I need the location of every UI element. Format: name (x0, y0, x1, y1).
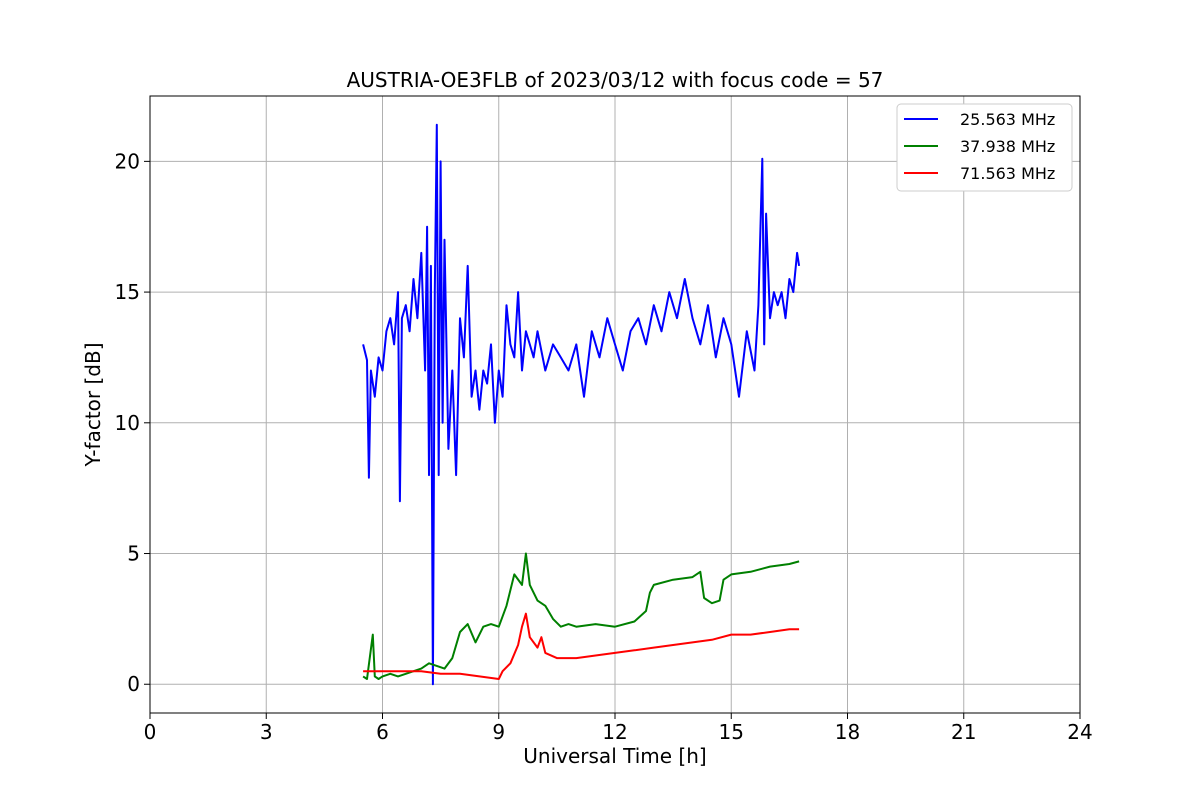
y-axis-label: Y-factor [dB] (81, 342, 105, 467)
x-tick-label: 15 (719, 720, 744, 744)
series-line-37-938-mhz (362, 552, 800, 680)
y-tick-label: 0 (127, 672, 140, 696)
x-tick-label: 12 (602, 720, 627, 744)
y-tick-label: 5 (127, 542, 140, 566)
y-tick-label: 20 (115, 149, 140, 173)
axis-ticks: 0 3 6 9 12 15 18 21 24 0 5 10 15 20 (115, 149, 1093, 744)
x-tick-label: 6 (376, 720, 389, 744)
x-tick-label: 3 (260, 720, 273, 744)
legend: 25.563 MHz 37.938 MHz 71.563 MHz (896, 103, 1073, 192)
x-tick-label: 21 (951, 720, 976, 744)
legend-label: 71.563 MHz (960, 164, 1055, 183)
y-tick-label: 10 (115, 411, 140, 435)
x-axis-label: Universal Time [h] (523, 744, 706, 768)
x-tick-label: 24 (1067, 720, 1092, 744)
legend-box (896, 103, 1073, 192)
legend-label: 37.938 MHz (960, 137, 1055, 156)
x-tick-label: 18 (835, 720, 860, 744)
y-tick-label: 15 (115, 280, 140, 304)
x-tick-label: 0 (144, 720, 157, 744)
series-line-25-563-mhz (362, 123, 801, 686)
series-line-71-563-mhz (363, 612, 800, 680)
legend-entries: 25.563 MHz 37.938 MHz 71.563 MHz (904, 110, 1055, 183)
chart-title: AUSTRIA-OE3FLB of 2023/03/12 with focus … (347, 68, 884, 92)
legend-label: 25.563 MHz (960, 110, 1055, 129)
series-layer (362, 123, 801, 686)
x-tick-label: 9 (492, 720, 505, 744)
